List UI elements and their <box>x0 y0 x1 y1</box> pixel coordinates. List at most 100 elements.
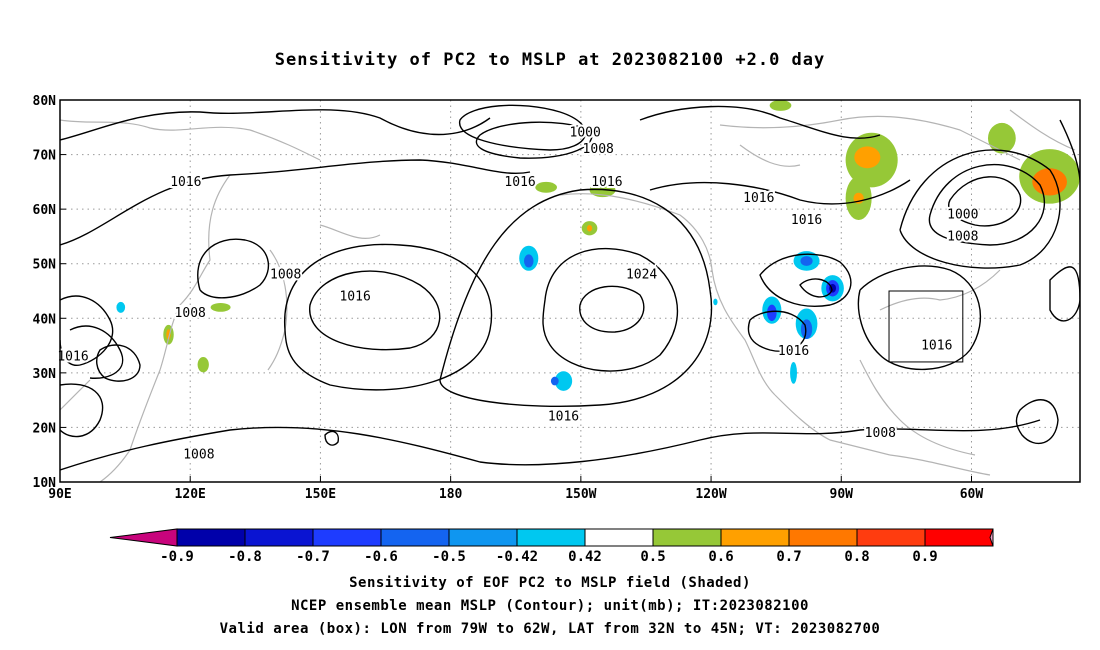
colorbar-swatch <box>652 528 722 547</box>
colorbar-swatch <box>856 528 926 547</box>
sensitivity-patch <box>854 146 881 169</box>
chart-title: Sensitivity of PC2 to MSLP at 2023082100… <box>274 50 826 70</box>
contour-label: 1008 <box>947 229 978 244</box>
colorbar-label: 0.6 <box>708 549 733 565</box>
y-tick-label: 60N <box>33 203 57 218</box>
contour-label: 1000 <box>570 126 601 141</box>
contour-line <box>60 419 1041 471</box>
contour-line <box>639 105 881 139</box>
contour-label: 1016 <box>504 175 535 190</box>
colorbar-right-arrow <box>989 528 994 547</box>
y-tick-label: 40N <box>33 312 57 327</box>
contour-line <box>324 430 340 446</box>
contour-line <box>747 310 807 352</box>
contour-line <box>948 176 1022 227</box>
caption-line-2: NCEP ensemble mean MSLP (Contour); unit(… <box>291 598 809 614</box>
contour-label: 1000 <box>947 208 978 223</box>
coastline <box>879 269 1001 311</box>
contour-line <box>928 163 1046 246</box>
contour-label: 1016 <box>921 339 952 354</box>
coastline <box>60 379 91 411</box>
y-tick-label: 20N <box>33 421 57 436</box>
x-tick-label: 90W <box>830 487 854 502</box>
contour-label: 1016 <box>57 349 88 364</box>
contour-label: 1016 <box>591 175 622 190</box>
contour-label: 1016 <box>339 289 370 304</box>
colorbar-label: 0.5 <box>640 549 665 565</box>
coastline <box>774 394 891 456</box>
coastline <box>60 119 321 161</box>
contour-line <box>759 253 852 307</box>
contour-label: 1008 <box>175 306 206 321</box>
colorbar-label: -0.5 <box>432 549 466 565</box>
contour-line <box>69 325 124 379</box>
coastlines <box>60 109 1076 482</box>
contour-label: 1008 <box>583 142 614 157</box>
sensitivity-patch <box>116 301 126 313</box>
sensitivity-patch <box>535 181 557 193</box>
x-tick-label: 180 <box>439 487 463 502</box>
colorbar-swatch <box>176 528 246 547</box>
x-tick-label: 60W <box>960 487 984 502</box>
contour-line <box>1015 399 1059 445</box>
caption-line-1: Sensitivity of EOF PC2 to MSLP field (Sh… <box>349 575 751 591</box>
contour-line <box>1049 266 1080 322</box>
contour-line <box>579 285 645 333</box>
y-axis-ticks: 80N 70N 60N 50N 40N 30N 20N 10N <box>33 94 66 491</box>
contour-line <box>197 238 270 299</box>
coastline <box>319 224 381 239</box>
colorbar-label: 0.42 <box>568 549 602 565</box>
sensitivity-shading <box>116 100 1080 391</box>
colorbar-swatch <box>720 528 790 547</box>
sensitivity-patch <box>713 298 718 306</box>
contour-line <box>60 159 531 246</box>
contour-label: 1016 <box>778 344 809 359</box>
contour-label: 1008 <box>183 448 214 463</box>
coastline <box>719 115 1021 161</box>
contour-line <box>96 344 141 382</box>
sensitivity-patch <box>790 361 798 384</box>
valid-area-box <box>888 290 964 363</box>
sensitivity-patch <box>550 376 559 386</box>
mslp-contours <box>60 104 1080 471</box>
colorbar-label: -0.8 <box>228 549 262 565</box>
contour-line <box>899 149 1061 269</box>
y-tick-label: 80N <box>33 94 57 109</box>
colorbar-swatch <box>924 528 994 547</box>
x-axis-ticks: 90E 120E 150E 180 150W 120W 90W 60W <box>48 476 983 502</box>
x-tick-label: 90E <box>48 487 71 502</box>
coastline <box>739 144 801 167</box>
y-tick-label: 10N <box>33 476 57 491</box>
x-tick-label: 150E <box>305 487 336 502</box>
colorbar-swatch <box>244 528 314 547</box>
sensitivity-patch <box>554 371 573 391</box>
sensitivity-patch <box>166 329 171 341</box>
sensitivity-patch <box>769 100 792 111</box>
contour-label: 1008 <box>270 268 301 283</box>
contour-line <box>60 109 491 141</box>
colorbar-left-arrow <box>109 528 178 547</box>
sensitivity-patch <box>523 254 534 268</box>
colorbar-label: 0.9 <box>912 549 937 565</box>
coastline <box>889 454 991 476</box>
contour-line <box>284 243 493 391</box>
x-tick-label: 120W <box>695 487 726 502</box>
contour-label: 1024 <box>626 268 657 283</box>
contour-line <box>542 247 679 372</box>
colorbar-label: -0.6 <box>364 549 398 565</box>
contour-label: 1016 <box>170 175 201 190</box>
sensitivity-patch <box>210 303 231 312</box>
contour-label: 1008 <box>865 426 896 441</box>
y-tick-label: 70N <box>33 149 57 164</box>
colorbar: -0.9 -0.8 -0.7 -0.6 -0.5 -0.42 0.42 0.5 0.6 0.7 0.… <box>109 528 994 565</box>
colorbar-swatch <box>584 528 654 547</box>
x-tick-label: 150W <box>565 487 596 502</box>
contour-line <box>799 278 833 298</box>
colorbar-swatch <box>516 528 586 547</box>
colorbar-label: 0.8 <box>844 549 869 565</box>
contour-line <box>309 270 441 351</box>
sensitivity-patch <box>987 122 1016 154</box>
sensitivity-patch <box>800 256 813 266</box>
contour-line <box>649 179 911 205</box>
